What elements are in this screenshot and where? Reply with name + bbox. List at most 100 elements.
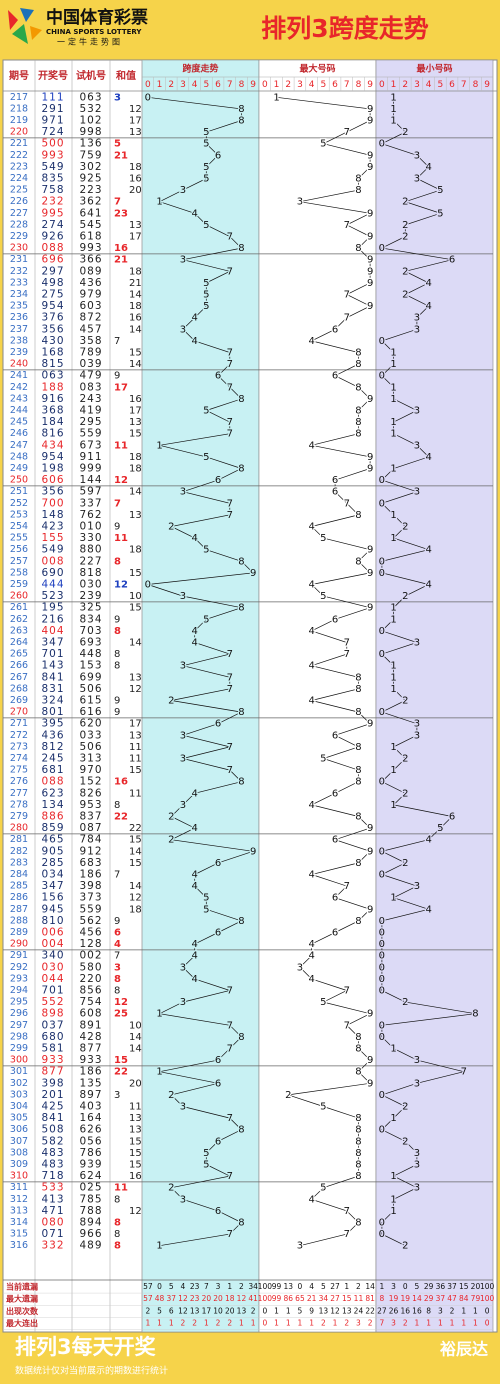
trial-number: 933 [79,1054,102,1066]
period: 316 [10,1240,28,1251]
trial-number: 789 [79,347,102,359]
digit-header: 4 [192,80,198,90]
trial-number: 616 [79,706,102,718]
min-digit: 3 [414,1183,420,1194]
period: 310 [10,1171,28,1182]
span-digit: 2 [168,522,174,533]
stats-value: 0 [298,1282,303,1291]
min-digit: 0 [379,939,385,950]
period: 231 [10,254,28,265]
stats-value: 1 [286,1319,291,1328]
span-digit: 6 [215,371,221,382]
max-digit: 8 [355,1136,361,1147]
trial-number: 872 [79,312,102,324]
min-digit: 0 [379,568,385,579]
stats-value: 19 [400,1294,410,1303]
stats-value: 100 [480,1294,495,1303]
trial-number: 559 [79,428,102,440]
stats-value: 41 [248,1294,258,1303]
winning-number: 816 [41,428,64,440]
span-digit: 4 [191,823,197,834]
winning-number: 148 [41,509,64,521]
stats-value: 100 [258,1282,273,1291]
winning-number: 111 [41,91,64,103]
min-digit: 0 [379,870,385,881]
stats-value: 0 [485,1319,490,1328]
max-digit: 8 [355,672,361,683]
max-digit: 6 [332,835,338,846]
span-digit: 5 [203,301,209,312]
winning-number: 037 [41,1019,64,1031]
winning-number: 004 [41,938,64,950]
trial-number: 223 [79,184,102,196]
trial-number: 562 [79,915,102,927]
period: 298 [10,1031,28,1042]
winning-number: 701 [41,648,64,660]
min-digit: 1 [390,742,396,753]
trial-number: 403 [79,1101,102,1113]
min-digit: 0 [379,1020,385,1031]
stats-value: 10 [213,1306,223,1315]
min-digit: 2 [402,591,408,602]
span-digit: 7 [227,742,233,753]
winning-number: 954 [41,300,64,312]
trial-number: 136 [79,138,102,150]
stats-value: 2 [321,1319,326,1328]
sum-value: 14 [129,881,142,892]
period: 262 [10,614,28,625]
stats-value: 18 [225,1294,235,1303]
span-digit: 5 [203,139,209,150]
winning-number: 195 [41,602,64,614]
stats-value: 1 [473,1319,478,1328]
stats-value: 23 [190,1294,200,1303]
max-digit: 7 [344,881,350,892]
winning-number: 831 [41,683,64,695]
trial-number: 784 [79,834,102,846]
sum-value: 15 [114,1055,128,1066]
span-digit: 6 [215,475,221,486]
span-digit: 2 [168,812,174,823]
trial-number: 366 [79,254,102,266]
max-digit: 8 [355,417,361,428]
span-digit: 4 [191,881,197,892]
stats-value: 1 [309,1319,314,1328]
min-digit: 0 [379,498,385,509]
span-digit: 6 [215,1136,221,1147]
winning-number: 801 [41,706,64,718]
span-digit: 8 [238,1218,244,1229]
winning-number: 356 [41,486,64,498]
min-digit: 1 [390,1113,396,1124]
trial-number: 373 [79,892,102,904]
period: 217 [10,92,28,103]
min-digit: 2 [402,1102,408,1113]
trial-number: 615 [79,695,102,707]
sum-value: 13 [129,1113,142,1124]
span-digit: 3 [180,997,186,1008]
stats-value: 16 [400,1306,410,1315]
stats-value: 0 [157,1282,162,1291]
sum-value: 14 [129,1044,142,1055]
digit-header: 1 [391,80,397,90]
stats-value: 27 [330,1282,340,1291]
winning-number: 758 [41,184,64,196]
min-digit: 0 [379,139,385,150]
max-digit: 8 [355,765,361,776]
winning-number: 500 [41,138,64,150]
sum-value: 13 [129,1125,142,1136]
max-digit: 5 [320,997,326,1008]
period: 267 [10,672,28,683]
sum-value: 7 [114,197,121,208]
period: 234 [10,289,28,300]
sum-value: 22 [114,1067,128,1078]
period: 308 [10,1147,28,1158]
max-digit: 6 [332,475,338,486]
sum-value: 20 [129,185,142,196]
stats-value: 23 [190,1282,200,1291]
max-digit: 9 [367,846,373,857]
period: 251 [10,486,28,497]
digit-header: 5 [203,80,209,90]
section-bg [258,59,377,1333]
max-digit: 5 [320,1102,326,1113]
span-digit: 8 [238,707,244,718]
span-digit: 5 [203,904,209,915]
